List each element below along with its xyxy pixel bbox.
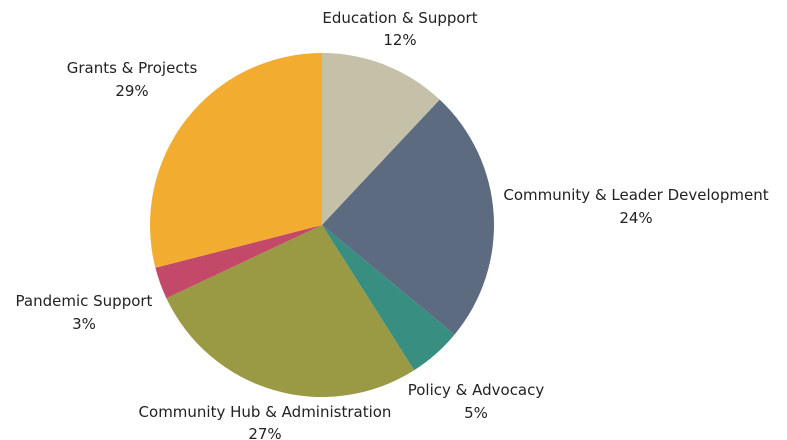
slice-label-grants-and-projects: Grants & Projects [67,59,198,77]
pie-slices [150,53,494,397]
slice-percent-pandemic-support: 3% [72,315,96,333]
slice-label-education-and-support: Education & Support [322,9,477,27]
pie-slice-pandemic-support [155,225,322,299]
slice-percent-education-and-support: 12% [383,31,416,49]
slice-percent-grants-and-projects: 29% [115,82,148,100]
slice-percent-policy-and-advocacy: 5% [464,404,488,422]
pie-slice-community-hub-and-administration [166,225,415,397]
slice-label-policy-and-advocacy: Policy & Advocacy [408,381,545,399]
slice-label-pandemic-support: Pandemic Support [16,292,153,310]
pie-slice-education-and-support [322,53,440,225]
slice-percent-community-hub-and-administration: 27% [248,425,281,440]
slice-label-community-and-leader-development: Community & Leader Development [503,186,768,204]
pie-labels: Education & Support 12% Community & Leader… [16,9,769,440]
pie-slice-policy-and-advocacy [322,225,455,371]
slice-label-community-hub-and-administration: Community Hub & Administration [139,403,392,421]
pie-slice-community-and-leader-development [322,99,494,335]
pie-slice-grants-and-projects [150,53,322,268]
slice-percent-community-and-leader-development: 24% [619,209,652,227]
